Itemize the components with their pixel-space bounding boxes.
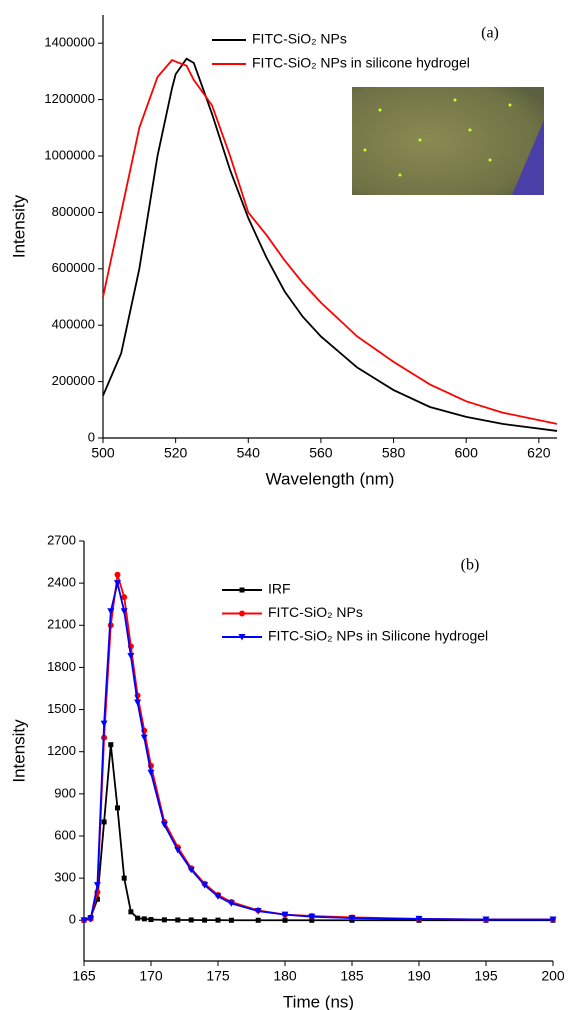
x-tick-label: 580 [382, 445, 406, 461]
y-tick-label: 1500 [47, 701, 76, 716]
marker [114, 580, 121, 587]
marker [107, 608, 115, 615]
x-tick-label: 180 [273, 968, 297, 984]
legend-label: FITC-SiO₂ NPs [268, 604, 363, 620]
series-line [83, 582, 553, 922]
x-axis-label: Wavelength (nm) [266, 469, 395, 488]
x-tick-label: 200 [541, 968, 565, 984]
marker [309, 917, 315, 923]
x-tick-label: 190 [407, 968, 431, 984]
marker [254, 908, 262, 915]
marker [94, 896, 100, 902]
marker [87, 915, 95, 923]
y-tick-label: 1200000 [44, 91, 95, 106]
x-tick-label: 520 [164, 445, 188, 461]
marker [121, 594, 128, 601]
marker [80, 917, 88, 924]
marker [174, 847, 182, 854]
y-tick-label: 0 [88, 429, 95, 444]
marker [114, 571, 121, 578]
x-tick-label: 165 [72, 968, 96, 984]
y-tick-label: 1800 [47, 659, 76, 674]
marker [282, 917, 288, 923]
marker [549, 916, 557, 924]
x-tick-label: 540 [237, 445, 261, 461]
y-tick-label: 1000000 [44, 147, 95, 162]
x-axis-label: Time (ns) [283, 992, 354, 1010]
marker [148, 917, 154, 923]
panel-annotation: (b) [461, 557, 480, 574]
y-tick-label: 600000 [52, 260, 95, 275]
marker [188, 917, 194, 923]
y-tick-label: 2400 [47, 575, 76, 590]
series-line [83, 574, 553, 922]
marker [101, 819, 107, 825]
y-tick-label: 2100 [47, 617, 76, 632]
y-tick-label: 900 [54, 785, 76, 800]
marker [482, 916, 490, 924]
marker [115, 805, 120, 811]
marker [160, 821, 168, 829]
marker [128, 909, 134, 915]
marker [140, 734, 148, 742]
marker [348, 915, 356, 922]
marker [308, 913, 316, 921]
marker [134, 699, 142, 707]
marker [187, 866, 195, 874]
y-tick-label: 1200 [47, 743, 76, 758]
marker [100, 720, 108, 728]
marker [214, 893, 222, 900]
marker [147, 769, 155, 777]
y-tick-label: 0 [69, 912, 76, 927]
x-tick-label: 500 [91, 445, 115, 461]
marker [281, 911, 289, 919]
y-tick-label: 600 [54, 827, 76, 842]
marker [175, 917, 181, 923]
marker [239, 587, 245, 593]
legend-label: IRF [268, 581, 291, 597]
x-tick-label: 600 [455, 445, 479, 461]
marker [141, 916, 147, 922]
panel-annotation: (a) [481, 25, 499, 42]
marker [93, 882, 101, 889]
marker [201, 882, 209, 889]
marker [415, 915, 423, 923]
marker [238, 634, 246, 641]
marker [227, 900, 235, 907]
x-tick-label: 195 [474, 968, 498, 984]
y-tick-label: 400000 [52, 317, 95, 332]
y-tick-label: 2700 [47, 532, 76, 547]
marker [120, 608, 128, 615]
y-tick-label: 1400000 [44, 35, 95, 50]
y-tick-label: 200000 [52, 373, 95, 388]
series-line [83, 744, 553, 922]
y-axis-label: Intensity [9, 719, 28, 783]
x-tick-label: 185 [340, 968, 364, 984]
x-tick-label: 620 [527, 445, 551, 461]
marker [127, 653, 135, 660]
marker [215, 917, 221, 923]
legend-label: FITC-SiO₂ NPs in silicone hydrogel [252, 55, 470, 71]
marker [161, 917, 167, 923]
legend-label: FITC-SiO₂ NPs in Silicone hydrogel [268, 628, 488, 644]
x-tick-label: 170 [139, 968, 163, 984]
series-line [102, 59, 558, 425]
x-tick-label: 560 [309, 445, 333, 461]
marker [255, 917, 261, 923]
series-line [102, 57, 558, 432]
marker [202, 917, 208, 923]
y-tick-label: 300 [54, 870, 76, 885]
y-tick-label: 800000 [52, 204, 95, 219]
x-tick-label: 175 [206, 968, 230, 984]
marker [228, 917, 234, 923]
legend-label: FITC-SiO₂ NPs [252, 31, 347, 47]
y-axis-label: Intensity [9, 194, 28, 258]
marker [108, 742, 114, 748]
marker [121, 875, 127, 881]
inset-photo [352, 87, 544, 195]
marker [135, 915, 141, 921]
marker [239, 610, 245, 617]
